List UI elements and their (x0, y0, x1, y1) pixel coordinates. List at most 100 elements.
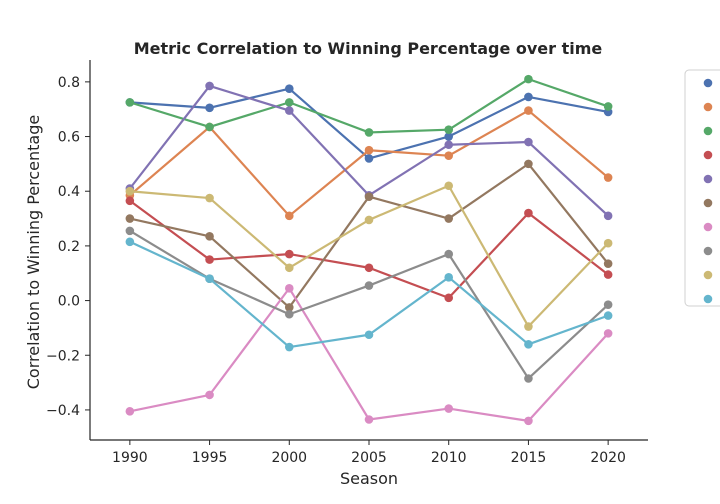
data-point (364, 192, 374, 201)
data-point (205, 255, 214, 264)
data-point (284, 303, 294, 312)
data-point (205, 81, 214, 91)
series-9 (125, 181, 613, 331)
x-tick-label: 1990 (112, 450, 148, 466)
data-point (125, 237, 135, 247)
data-point (524, 137, 533, 147)
data-point (284, 309, 294, 319)
legend-frame (684, 69, 720, 307)
x-axis-ticks: 1990 1995 2000 2005 2010 2015 2020 (112, 440, 626, 466)
y-tick-label: 0.4 (58, 184, 80, 200)
data-point (284, 249, 294, 259)
data-point (125, 226, 135, 236)
data-point (603, 102, 613, 111)
data-point (524, 322, 533, 331)
x-tick-label: 2015 (511, 450, 547, 466)
data-point (364, 215, 374, 225)
data-point (205, 274, 214, 284)
legend-marker (703, 150, 713, 160)
data-point (284, 106, 294, 115)
data-point (524, 106, 533, 115)
data-point (125, 196, 135, 206)
data-point (444, 404, 454, 413)
data-point (284, 283, 294, 293)
data-point (603, 329, 613, 338)
data-point (444, 214, 454, 223)
legend-marker (703, 222, 713, 232)
legend-marker (703, 294, 713, 304)
data-point (364, 281, 374, 290)
series-10 (125, 237, 613, 352)
data-point (603, 238, 613, 248)
x-tick-label: 2000 (271, 450, 307, 466)
data-point (603, 270, 613, 279)
data-point (444, 293, 454, 303)
data-point (524, 416, 533, 426)
data-point (205, 390, 214, 400)
x-tick-label: 2005 (351, 450, 387, 466)
data-point (284, 84, 294, 94)
data-point (284, 263, 294, 273)
data-point (205, 103, 214, 113)
data-point (444, 151, 454, 160)
data-point (524, 159, 533, 169)
legend-marker (703, 270, 713, 280)
legend-marker (703, 78, 713, 88)
data-point (364, 263, 374, 273)
data-point (364, 330, 374, 340)
x-tick-label: 1995 (192, 450, 228, 466)
data-point (125, 406, 135, 416)
legend-items (703, 78, 713, 304)
series-line (129, 184, 609, 328)
data-point (364, 154, 374, 163)
data-point (444, 140, 454, 150)
legend-marker (703, 102, 713, 112)
legend-marker (703, 246, 713, 256)
data-point (125, 186, 135, 196)
series-line (129, 78, 609, 134)
data-point (125, 98, 135, 107)
data-point (125, 214, 135, 223)
data-point (205, 193, 214, 203)
y-tick-label: 0.0 (58, 294, 80, 310)
data-point (603, 173, 613, 182)
y-tick-label: −0.2 (46, 348, 80, 364)
x-tick-label: 2010 (431, 450, 467, 466)
data-point (205, 232, 214, 241)
y-tick-label: 0.8 (58, 75, 80, 91)
data-point (364, 128, 374, 137)
series-8 (125, 226, 613, 383)
series-layer (125, 74, 613, 426)
legend-marker (703, 126, 713, 136)
data-point (444, 181, 454, 191)
y-tick-label: 0.2 (58, 239, 80, 255)
data-point (444, 132, 454, 141)
y-axis-ticks: −0.4 −0.2 0.0 0.2 0.4 0.6 0.8 (46, 75, 90, 419)
data-point (284, 211, 294, 221)
data-point (524, 208, 533, 218)
series-6 (125, 159, 613, 312)
series-3 (125, 74, 613, 137)
data-point (444, 125, 454, 135)
data-point (524, 374, 533, 383)
legend[interactable] (684, 69, 720, 307)
y-tick-label: 0.6 (58, 130, 80, 146)
series-line (129, 287, 609, 422)
data-point (524, 340, 533, 349)
data-point (284, 98, 294, 107)
data-point (603, 259, 613, 268)
data-point (205, 122, 214, 132)
legend-marker (703, 174, 713, 184)
y-axis-label: Correlation to Winning Percentage (24, 115, 43, 390)
data-point (444, 273, 454, 282)
data-point (284, 342, 294, 352)
data-point (603, 211, 613, 221)
data-point (364, 145, 374, 155)
x-axis-label: Season (340, 469, 398, 488)
data-point (364, 415, 374, 424)
y-tick-label: −0.4 (46, 403, 80, 419)
chart-title: Metric Correlation to Winning Percentage… (134, 39, 603, 58)
data-point (603, 311, 613, 320)
